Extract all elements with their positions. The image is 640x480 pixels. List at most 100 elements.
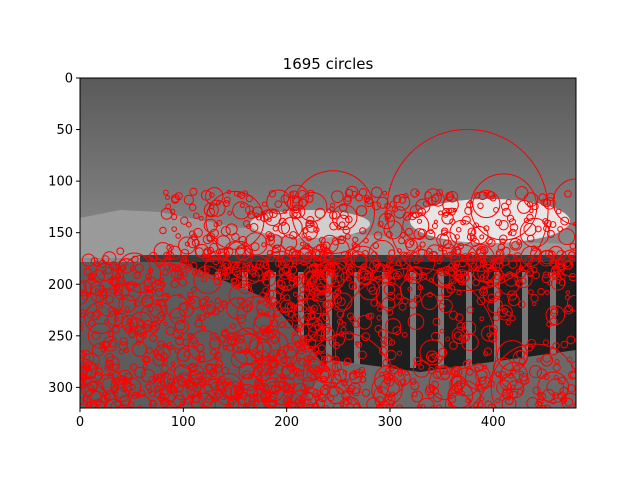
- blob-circle-small: [198, 377, 207, 386]
- blob-circle-small: [284, 319, 294, 329]
- blob-circle-small: [546, 321, 553, 328]
- blob-circle-small: [332, 402, 343, 408]
- blob-circle-small: [317, 344, 326, 353]
- blob-circle-small: [118, 294, 137, 313]
- blob-circle-small: [129, 265, 136, 272]
- blob-circle-small: [143, 319, 152, 329]
- blob-circle-small: [411, 390, 424, 403]
- blob-circle-small: [396, 248, 402, 254]
- blob-circle-small: [282, 209, 288, 214]
- blob-circle-small: [113, 283, 130, 300]
- blob-circle-small: [322, 313, 330, 322]
- x-tick-label: 300: [378, 415, 403, 430]
- x-tick-label: 200: [274, 415, 299, 430]
- blob-circle-small: [105, 294, 114, 304]
- blob-circle-small: [385, 318, 402, 334]
- blob-circle-small: [381, 297, 396, 312]
- blob-circle-small: [482, 364, 488, 370]
- blob-circle-small: [266, 232, 276, 241]
- blob-circle: [358, 278, 381, 301]
- blob-circle-small: [143, 285, 150, 291]
- blob-circle-small: [498, 371, 508, 380]
- blob-circle-small: [246, 223, 252, 230]
- blob-circle-small: [461, 320, 477, 336]
- blob-circle-small: [344, 233, 351, 240]
- blob-circle-small: [316, 282, 325, 292]
- blob-circle-small: [536, 357, 541, 363]
- blob-circle-small: [301, 232, 307, 239]
- blob-circle-small: [537, 371, 570, 404]
- blob-circle-small: [217, 248, 230, 261]
- blob-circle-small: [375, 301, 381, 307]
- blob-circle-small: [80, 370, 88, 379]
- blob-circle-small: [543, 225, 551, 233]
- blob-circle-small: [560, 340, 569, 349]
- blob-circle-small: [342, 226, 351, 235]
- blob-circle-small: [201, 325, 206, 330]
- blob-circle-small: [160, 352, 168, 360]
- blob-circle-small: [155, 353, 163, 361]
- blob-circle-small: [82, 361, 90, 370]
- blob-circle-small: [214, 355, 219, 360]
- blob-circle-small: [125, 282, 135, 292]
- blob-circle-small: [377, 220, 384, 228]
- blob-circle-small: [411, 272, 418, 279]
- blob-circle-small: [184, 241, 190, 247]
- blob-circle-small: [482, 260, 495, 273]
- blob-circle-small: [80, 280, 92, 297]
- blob-circle-small: [446, 284, 456, 294]
- blob-circle-small: [105, 352, 115, 362]
- blob-circle-small: [436, 189, 444, 196]
- blob-circle-small: [294, 340, 301, 348]
- blob-circle-small: [505, 271, 514, 279]
- blob-circle-small: [496, 251, 501, 256]
- blob-circle-small: [292, 212, 298, 218]
- blob-circle-small: [402, 252, 410, 260]
- blob-circle-small: [465, 367, 474, 376]
- blob-circle: [432, 270, 451, 288]
- blob-circle-small: [544, 290, 550, 295]
- blob-circle-small: [553, 374, 559, 381]
- blob-circle-small: [265, 231, 273, 238]
- blob-circle-small: [514, 186, 529, 200]
- blob-circle-small: [542, 198, 552, 208]
- blob-circle-small: [236, 269, 246, 279]
- blob-circle-small: [205, 187, 224, 206]
- blob-circle-small: [235, 383, 259, 407]
- blob-circle-small: [163, 321, 168, 327]
- blob-circle-small: [436, 267, 444, 275]
- blob-circle-small: [304, 334, 312, 343]
- blob-circle-small: [483, 225, 490, 232]
- chart-title: 1695 circles: [283, 55, 374, 73]
- blob-circle-small: [297, 369, 305, 377]
- blob-circle-small: [175, 320, 186, 331]
- blob-circle-small: [415, 198, 431, 214]
- blob-circle-small: [299, 245, 314, 260]
- blob-circle-small: [396, 293, 403, 300]
- blob-circle-small: [454, 234, 460, 240]
- blob-circle-small: [375, 263, 384, 273]
- blob-circle-small: [418, 397, 435, 408]
- blob-circle-small: [492, 314, 500, 322]
- blob-circle-small: [388, 249, 396, 257]
- blob-circle-small: [482, 284, 501, 303]
- blob-circle-small: [558, 228, 576, 246]
- blob-circle-small: [259, 392, 267, 400]
- blob-circle-small: [307, 249, 316, 258]
- blob-circle-small: [229, 335, 235, 341]
- blob-circle-small: [214, 297, 221, 304]
- blob-circle-small: [528, 364, 543, 379]
- blob-circle-small: [242, 304, 252, 313]
- blob-circle-small: [109, 285, 118, 295]
- blob-circle-small: [239, 280, 248, 288]
- blob-circle-small: [189, 187, 198, 196]
- blob-circle-small: [209, 348, 217, 356]
- blob-circle-small: [242, 402, 250, 408]
- blob-circle-small: [509, 390, 518, 399]
- blob-circle-small: [142, 363, 148, 369]
- blob-circle-small: [149, 399, 157, 407]
- blob-circle-small: [152, 279, 164, 292]
- blob-circle-small: [256, 374, 263, 382]
- x-tick-label: 400: [481, 415, 506, 430]
- blob-circle-small: [374, 324, 383, 333]
